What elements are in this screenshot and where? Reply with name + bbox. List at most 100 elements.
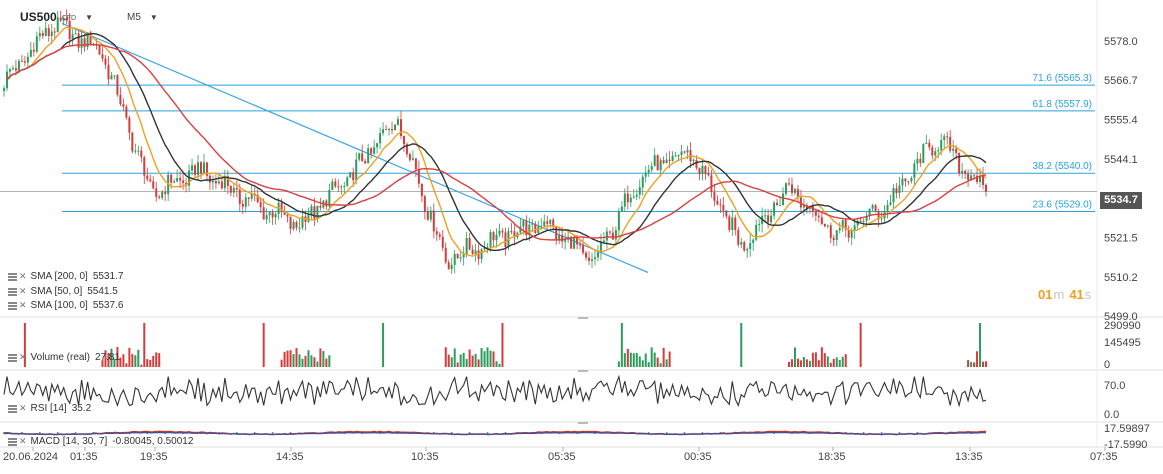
candle-body xyxy=(35,36,38,52)
candle-body xyxy=(698,168,701,175)
close-icon[interactable]: ✕ xyxy=(19,300,27,310)
candle-body xyxy=(3,88,5,91)
candle-body xyxy=(244,197,247,207)
volume-bar xyxy=(298,354,301,367)
volume-bar xyxy=(641,360,644,367)
candle-body xyxy=(573,237,576,249)
time-tick-label: 13:35 xyxy=(955,451,983,463)
timeframe-selector[interactable]: M5 xyxy=(127,11,141,23)
candle-body xyxy=(492,232,495,241)
candle-body xyxy=(788,183,791,185)
volume-bar xyxy=(292,354,295,367)
volume-bar xyxy=(155,352,158,367)
volume-bar xyxy=(310,355,313,367)
close-icon[interactable]: ✕ xyxy=(19,271,27,281)
price-tick-label: 5499.0 xyxy=(1104,311,1138,323)
candle-body xyxy=(844,219,847,230)
settings-icon[interactable] xyxy=(8,272,17,281)
candle-body xyxy=(489,232,492,248)
candle-body xyxy=(725,210,728,217)
candle-body xyxy=(829,225,832,238)
candle-body xyxy=(665,159,668,164)
settings-icon[interactable] xyxy=(8,287,17,296)
volume-bar xyxy=(459,354,462,367)
pane-splitter-macd[interactable] xyxy=(578,422,588,424)
candle-body xyxy=(644,172,647,177)
volume-bar xyxy=(790,359,793,367)
candle-body xyxy=(367,148,370,164)
volume-bar xyxy=(328,355,331,367)
candle-body xyxy=(396,119,399,125)
candle-body xyxy=(53,31,56,33)
candle-body xyxy=(199,162,202,174)
close-icon[interactable]: ✕ xyxy=(19,352,27,362)
countdown-seconds: 41 xyxy=(1069,287,1084,302)
volume-bar xyxy=(450,357,453,367)
pane-splitter-rsi[interactable] xyxy=(578,370,588,372)
candle-body xyxy=(74,33,77,35)
trendline[interactable] xyxy=(61,22,649,274)
candle-body xyxy=(176,178,179,182)
candle-body xyxy=(919,158,922,163)
candle-body xyxy=(638,187,641,195)
candle-body xyxy=(262,207,265,220)
volume-bar xyxy=(313,357,316,367)
candle-body xyxy=(880,218,883,220)
candle-body xyxy=(549,219,552,224)
candle-body xyxy=(922,144,925,163)
candle-body xyxy=(874,205,877,212)
candle-body xyxy=(958,152,961,174)
candle-body xyxy=(737,230,740,245)
volume-bar xyxy=(283,351,286,367)
close-icon[interactable]: ✕ xyxy=(19,403,27,413)
candle-body xyxy=(444,247,447,263)
volume-bar xyxy=(982,361,985,367)
candle-body xyxy=(44,28,47,36)
timeframe-dropdown-icon[interactable]: ▼ xyxy=(149,12,158,22)
indicator-label: RSI [14] xyxy=(30,403,67,414)
candle-body xyxy=(934,151,937,156)
candle-body xyxy=(635,194,638,197)
candle-body xyxy=(292,221,295,229)
candle-body xyxy=(770,215,773,223)
close-icon[interactable]: ✕ xyxy=(19,286,27,296)
volume-bar xyxy=(119,357,122,367)
volume-bar xyxy=(122,354,125,367)
candle-body xyxy=(116,75,119,95)
volume-tick-label: 290990 xyxy=(1104,320,1141,332)
symbol-name[interactable]: US500 xyxy=(20,10,57,24)
settings-icon[interactable] xyxy=(8,301,17,310)
candle-body xyxy=(632,196,635,198)
candle-body xyxy=(414,158,417,170)
candle-body xyxy=(110,75,113,80)
symbol-dropdown-icon[interactable]: ▼ xyxy=(85,12,94,22)
candle-body xyxy=(868,208,871,217)
volume-bar xyxy=(382,323,385,367)
indicator-value: 35.2 xyxy=(71,403,92,414)
close-icon[interactable]: ✕ xyxy=(19,436,27,446)
candle-countdown: 01m 41s xyxy=(1038,287,1096,302)
candle-body xyxy=(376,143,379,148)
candle-body xyxy=(850,230,853,238)
settings-icon[interactable] xyxy=(8,437,17,446)
volume-bar xyxy=(617,361,620,367)
candle-body xyxy=(967,173,970,180)
settings-icon[interactable] xyxy=(8,404,17,413)
volume-bar xyxy=(979,323,982,367)
volume-bar xyxy=(665,359,668,367)
candle-body xyxy=(662,160,665,164)
symbol-type: CFD xyxy=(61,14,77,22)
fib-level-label: 61.8 (5557.9) xyxy=(1033,99,1093,110)
candle-body xyxy=(504,232,507,248)
volume-bar xyxy=(793,347,796,367)
pane-splitter-volume[interactable] xyxy=(578,317,588,319)
settings-icon[interactable] xyxy=(8,353,17,362)
candle-body xyxy=(650,166,653,170)
candle-body xyxy=(985,184,987,192)
symbol-bar: US500 CFD ▼ M5 ▼ xyxy=(20,8,158,26)
volume-bar xyxy=(307,350,310,367)
candle-body xyxy=(220,181,223,189)
candle-body xyxy=(683,151,686,153)
